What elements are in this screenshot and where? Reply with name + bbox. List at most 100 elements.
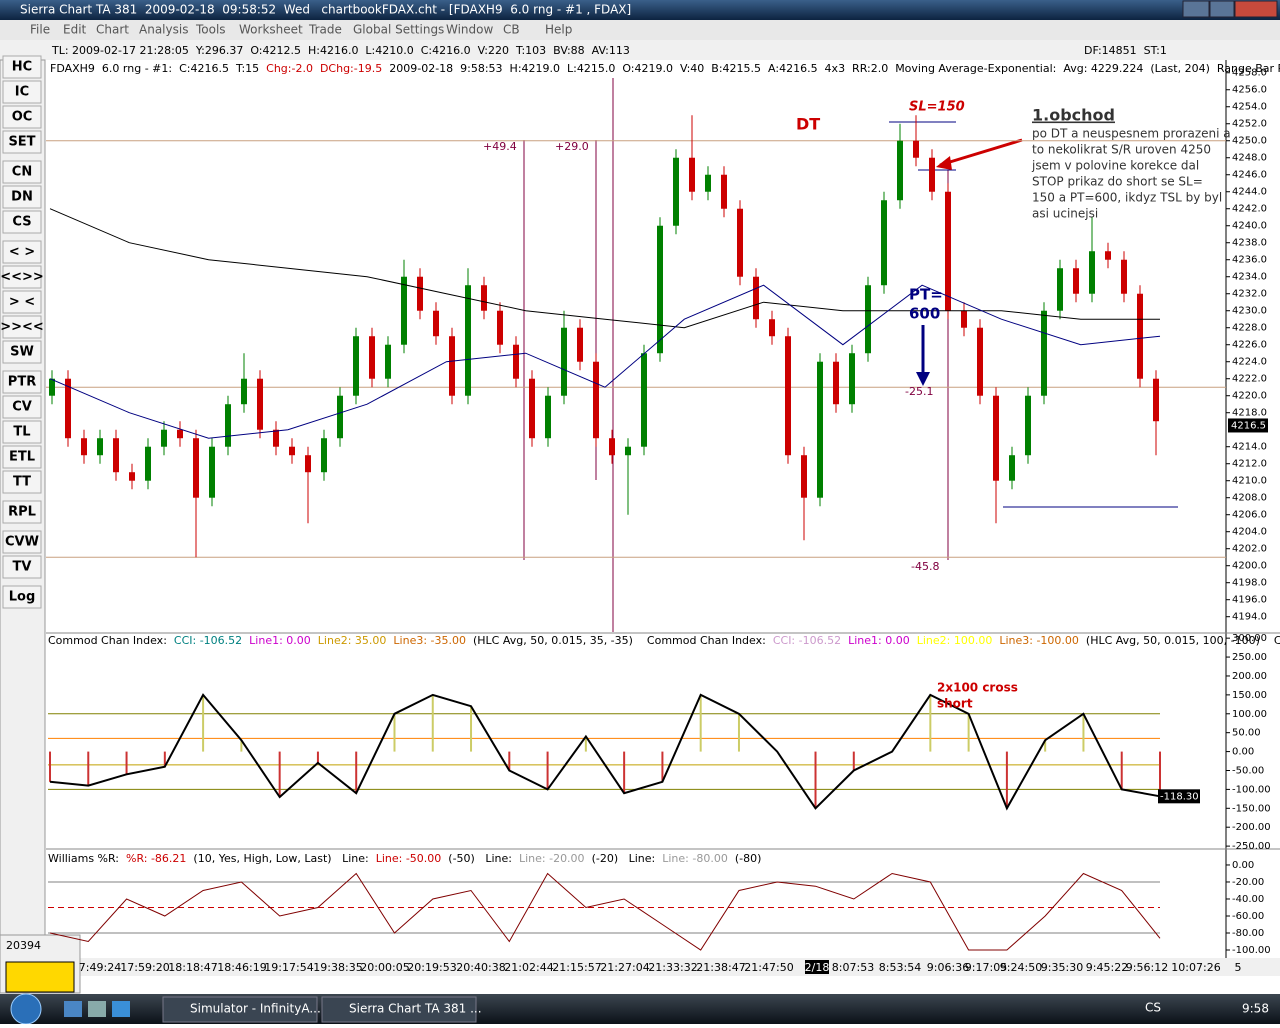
header-segment: FDAXH9 6.0 rng - #1: C:4216.5 T:15 (50, 62, 266, 75)
menu-item[interactable]: Worksheet (239, 23, 303, 37)
candle-body (1073, 268, 1079, 294)
toolbar-button[interactable] (2, 340, 42, 364)
taskbar-button-label[interactable]: Simulator - InfinityA... (190, 1002, 321, 1016)
toolbar-button[interactable] (2, 160, 42, 184)
toolbar-button-label[interactable]: SET (8, 135, 35, 150)
toolbar-button[interactable] (2, 555, 42, 579)
toolbar-button-label[interactable]: Log (9, 590, 36, 605)
quicklaunch-icon[interactable] (64, 1001, 82, 1017)
toolbar-button-label[interactable]: CVW (5, 535, 39, 550)
y-tick-label: 4258.0 (1232, 68, 1267, 79)
toolbar-button-label[interactable]: >><< (0, 320, 44, 335)
menu-item[interactable]: CB (503, 23, 520, 37)
toolbar-button-label[interactable]: TV (13, 560, 32, 575)
toolbar-button[interactable] (2, 315, 42, 339)
toolbar-button[interactable] (2, 470, 42, 494)
toolbar-button-label[interactable]: OC (12, 110, 33, 125)
quicklaunch-icon[interactable] (112, 1001, 130, 1017)
menu-item[interactable]: Global Settings (353, 23, 444, 37)
toolbar-button[interactable] (2, 445, 42, 469)
x-tick-label: 9:45:22 (1086, 961, 1128, 974)
candle-body (641, 353, 647, 447)
y-tick-label: 4230.0 (1232, 306, 1267, 317)
y-tick-label: 100.00 (1232, 709, 1267, 720)
note-line: 150 a PT=600, ikdyz TSL by byl (1032, 191, 1222, 205)
toolbar-button[interactable] (2, 530, 42, 554)
toolbar-button[interactable] (2, 210, 42, 234)
info-bar (0, 40, 1280, 60)
header-segment: Commod Chan Index: (48, 634, 174, 647)
arrow-head (936, 156, 952, 170)
x-tick-label: 8:53:54 (879, 961, 921, 974)
toolbar-button-label[interactable]: DN (11, 190, 33, 205)
toolbar-button-label[interactable]: IC (15, 85, 29, 100)
menu-item[interactable]: File (30, 23, 50, 37)
toolbar-button-label[interactable]: RPL (8, 505, 36, 520)
maximize-button[interactable] (1209, 0, 1235, 18)
pane-header: Williams %R: %R: -86.21 (10, Yes, High, … (48, 852, 761, 865)
toolbar-button-label[interactable]: > < (9, 295, 35, 310)
toolbar-button-label[interactable]: TT (13, 475, 31, 490)
start-button[interactable] (10, 993, 42, 1025)
y-tick-label: -100.00 (1232, 784, 1271, 795)
toolbar-button-label[interactable]: HC (12, 60, 32, 75)
toolbar-button-label[interactable]: CV (12, 400, 32, 415)
toolbar-button[interactable] (2, 370, 42, 394)
toolbar-button-label[interactable]: PTR (8, 375, 36, 390)
toolbar-button[interactable] (2, 80, 42, 104)
close-button[interactable] (1234, 0, 1278, 18)
x-tick-label: 20:40:38 (456, 961, 505, 974)
menu-item[interactable]: Trade (308, 23, 342, 37)
quicklaunch-icon[interactable] (88, 1001, 106, 1017)
toolbar-button[interactable] (2, 55, 42, 79)
toolbar-button-label[interactable]: ETL (9, 450, 35, 465)
y-tick-label: 4222.0 (1232, 374, 1267, 385)
toolbar-button[interactable] (2, 420, 42, 444)
toolbar-button-label[interactable]: < > (9, 245, 35, 260)
x-tick-label: 20:00:05 (360, 961, 409, 974)
toolbar-button-label[interactable]: CN (12, 165, 32, 180)
menu-item[interactable]: Help (545, 23, 572, 37)
toolbar-button[interactable] (2, 395, 42, 419)
toolbar-button[interactable] (2, 105, 42, 129)
toolbar-button[interactable] (2, 240, 42, 264)
toolbar-button-label[interactable]: <<>> (0, 270, 44, 285)
candle-body (129, 472, 135, 481)
menu-item[interactable]: Chart (96, 23, 129, 37)
candle-body (833, 361, 839, 405)
annotation: SL=150 (909, 100, 965, 115)
menu-item[interactable]: Analysis (139, 23, 188, 37)
menu-item[interactable]: Window (446, 23, 494, 37)
toolbar-button-label[interactable]: TL (13, 425, 30, 440)
y-tick-label: 50.00 (1232, 728, 1261, 739)
y-tick-label: 4240.0 (1232, 221, 1267, 232)
y-tick-label: 4234.0 (1232, 272, 1267, 283)
y-tick-label: 4196.0 (1232, 595, 1267, 606)
toolbar-button-label[interactable]: SW (10, 345, 34, 360)
toolbar-button[interactable] (2, 290, 42, 314)
candle-body (161, 429, 167, 447)
candle-body (945, 191, 951, 311)
x-tick-label: 21:02:44 (504, 961, 553, 974)
toolbar-button[interactable] (2, 500, 42, 524)
menu-item[interactable]: Tools (195, 23, 226, 37)
toolbar-button-label[interactable]: CS (12, 215, 31, 230)
toolbar-button[interactable] (2, 130, 42, 154)
taskbar-button[interactable] (162, 996, 318, 1023)
menu-item[interactable]: Edit (63, 23, 87, 37)
candle-body (737, 208, 743, 277)
y-tick-label: 4200.0 (1232, 561, 1267, 572)
toolbar-button[interactable] (2, 265, 42, 289)
x-tick-label: 18:46:19 (217, 961, 266, 974)
y-tick-label: -60.00 (1232, 911, 1264, 922)
taskbar-button-label[interactable]: Sierra Chart TA 381 ... (349, 1002, 482, 1016)
y-tick-label: -100.00 (1232, 945, 1271, 956)
info-text: TL: 2009-02-17 21:28:05 Y:296.37 O:4212.… (51, 44, 630, 57)
taskbar-button[interactable] (321, 996, 477, 1023)
annotation: 2x100 cross (937, 681, 1018, 695)
toolbar-button[interactable] (2, 585, 42, 609)
x-tick-label: 21:38:47 (696, 961, 745, 974)
minimize-button[interactable] (1182, 0, 1210, 18)
toolbar-button[interactable] (2, 185, 42, 209)
